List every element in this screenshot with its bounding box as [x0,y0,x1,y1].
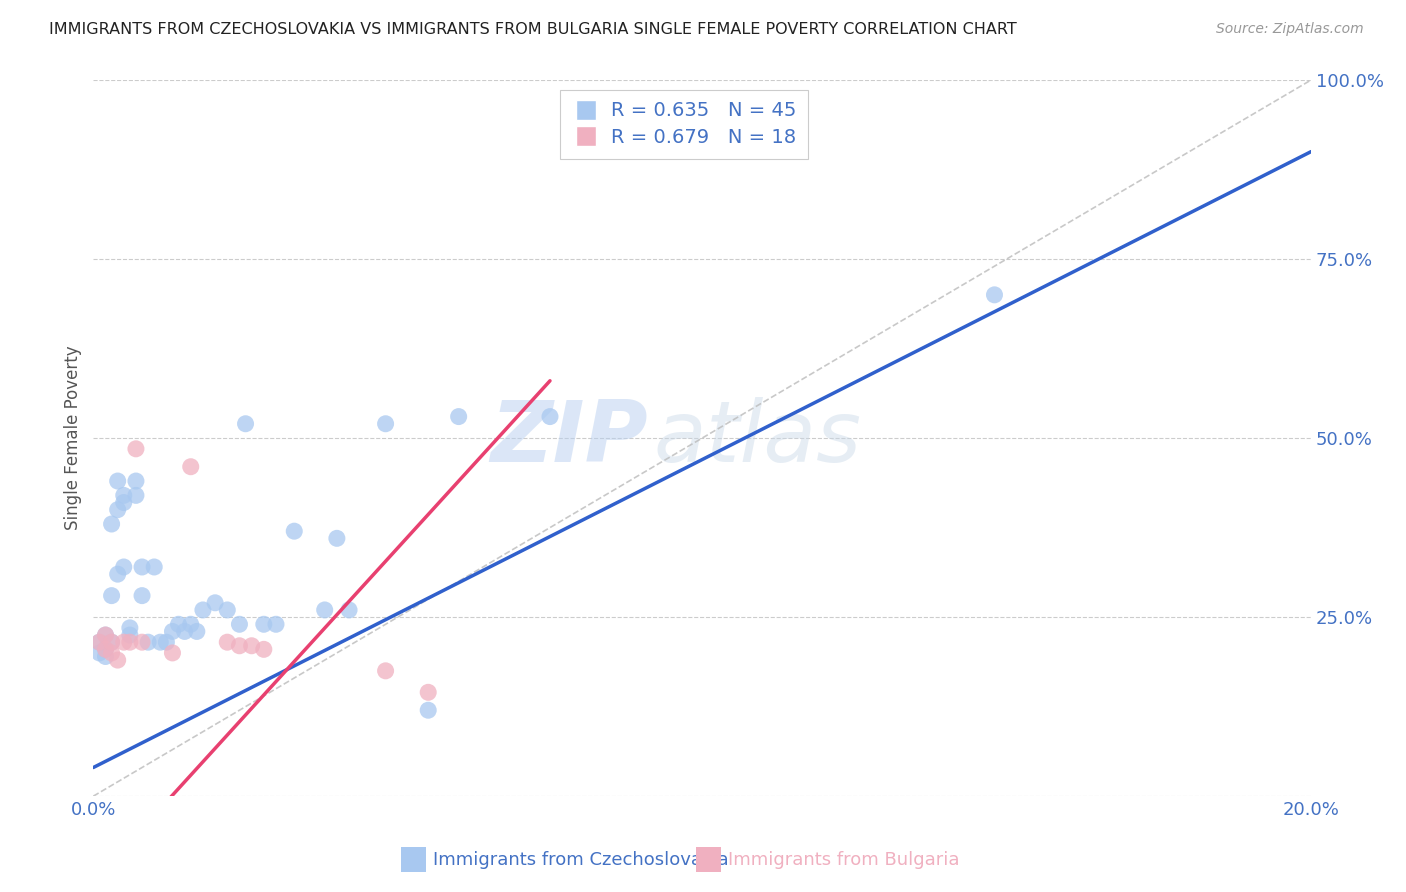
Point [191,603,214,617]
Point [136,635,159,649]
Point [112,560,135,574]
Point [240,639,263,653]
Point [112,488,135,502]
Point [100,589,122,603]
Point [94,642,117,657]
Point [94,628,117,642]
Point [131,560,153,574]
Point [100,516,122,531]
Point [155,635,177,649]
Point [983,288,1005,302]
Y-axis label: Single Female Poverty: Single Female Poverty [65,346,82,531]
Point [100,635,122,649]
Point [217,603,239,617]
Point [374,664,396,678]
Point [374,417,396,431]
Point [118,635,141,649]
Point [125,488,148,502]
Point [89,635,111,649]
Text: IMMIGRANTS FROM CZECHOSLOVAKIA VS IMMIGRANTS FROM BULGARIA SINGLE FEMALE POVERTY: IMMIGRANTS FROM CZECHOSLOVAKIA VS IMMIGR… [49,22,1017,37]
Point [89,646,111,660]
Point [94,628,117,642]
Point [447,409,470,424]
Point [180,459,202,474]
Text: Immigrants from Bulgaria: Immigrants from Bulgaria [728,851,960,869]
Point [118,628,141,642]
Point [314,603,336,617]
Text: atlas: atlas [654,397,862,480]
Point [283,524,305,538]
Point [167,617,190,632]
Point [228,617,250,632]
Point [204,596,226,610]
Point [94,649,117,664]
Point [149,635,172,649]
Point [418,703,440,717]
Point [235,417,257,431]
Point [118,621,141,635]
Point [143,560,166,574]
Point [326,532,349,546]
Point [107,502,129,516]
Legend: R = 0.635   N = 45, R = 0.679   N = 18: R = 0.635 N = 45, R = 0.679 N = 18 [560,90,807,159]
Point [112,495,135,509]
Point [107,474,129,488]
Point [180,617,202,632]
Text: Immigrants from Czechoslovakia: Immigrants from Czechoslovakia [433,851,728,869]
Point [100,635,122,649]
Point [217,635,239,649]
Point [162,624,184,639]
Point [264,617,287,632]
Point [107,653,129,667]
Point [112,635,135,649]
Point [100,646,122,660]
Text: Source: ZipAtlas.com: Source: ZipAtlas.com [1216,22,1364,37]
Text: ZIP: ZIP [489,397,647,480]
Point [125,442,148,456]
Point [94,642,117,657]
Point [89,635,111,649]
Point [253,642,276,657]
Point [418,685,440,699]
Point [337,603,360,617]
Point [173,624,195,639]
Point [162,646,184,660]
Point [538,409,561,424]
Point [107,567,129,582]
Point [131,589,153,603]
Point [186,624,208,639]
Point [125,474,148,488]
Point [131,635,153,649]
Point [228,639,250,653]
Point [253,617,276,632]
